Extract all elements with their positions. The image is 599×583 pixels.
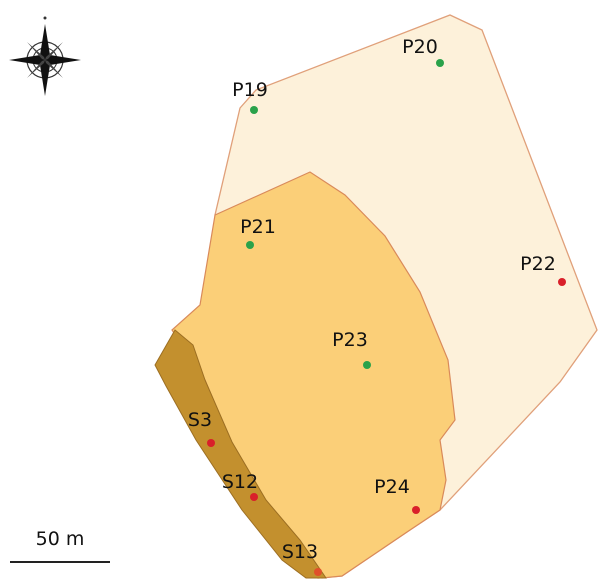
point-marker — [436, 59, 444, 67]
point-label: P23 — [332, 329, 368, 351]
point-label: P22 — [520, 253, 556, 275]
point-label: P20 — [402, 36, 438, 58]
point-label: S3 — [188, 409, 212, 431]
point-marker — [250, 106, 258, 114]
point-marker — [250, 493, 258, 501]
points: P19 P20 P21 P22 P23 P24 S3 S12 S13 — [188, 36, 566, 576]
point-label: S12 — [222, 471, 258, 493]
point-marker — [314, 568, 322, 576]
compass-rose — [9, 16, 81, 96]
point-label: P21 — [240, 216, 276, 238]
point-marker — [558, 278, 566, 286]
scale-bar-label: 50 m — [36, 528, 85, 550]
point-marker — [412, 506, 420, 514]
point-label: P24 — [374, 476, 410, 498]
point-label: P19 — [232, 79, 268, 101]
dark-area — [154, 329, 327, 579]
point-marker — [246, 241, 254, 249]
point-marker — [207, 439, 215, 447]
point-label: S13 — [282, 541, 318, 563]
point-marker — [363, 361, 371, 369]
